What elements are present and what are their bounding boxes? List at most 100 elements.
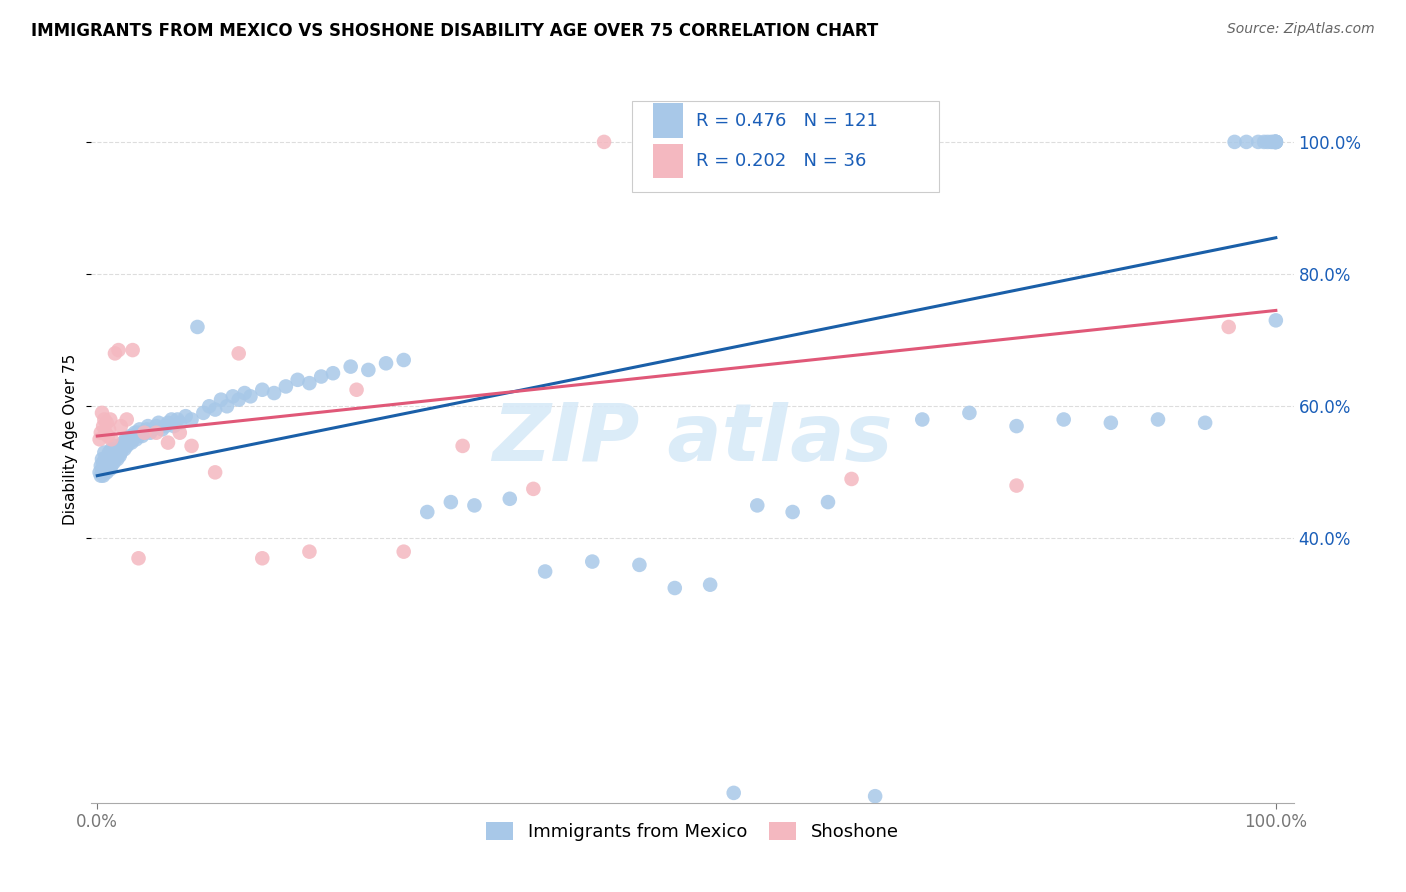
Point [94,425,117,440]
Point [110,419,132,434]
Point [1264,135,1286,149]
Point [1263,135,1285,149]
Point [174,409,197,424]
Point [346,383,368,397]
Point [112,442,135,457]
Point [128,422,150,436]
Point [97,449,120,463]
Point [180,412,202,426]
Point [758,135,780,149]
FancyBboxPatch shape [633,102,939,192]
Point [322,366,344,380]
Point [121,343,143,357]
Point [957,406,980,420]
Point [121,432,143,446]
Point [91,419,114,434]
Text: R = 0.202   N = 36: R = 0.202 N = 36 [696,152,866,170]
Point [134,425,156,440]
Point [89,432,111,446]
Point [98,445,121,459]
Point [100,442,122,457]
Bar [652,144,683,178]
Point [104,346,127,360]
Point [298,376,321,391]
Point [1005,419,1028,434]
Point [782,505,804,519]
Point [96,455,118,469]
Point [104,439,127,453]
Point [375,356,398,370]
Point [91,462,114,476]
Point [628,558,651,572]
Point [96,416,118,430]
Point [1147,412,1170,426]
Point [128,551,150,566]
Point [94,452,117,467]
Point [841,472,863,486]
Point [664,581,686,595]
Point [117,432,139,446]
Point [863,789,886,804]
Point [156,416,179,430]
Point [166,412,188,426]
Point [1260,135,1282,149]
Point [111,439,134,453]
Point [98,422,121,436]
Point [90,425,112,440]
Point [107,442,129,457]
Legend: Immigrants from Mexico, Shoshone: Immigrants from Mexico, Shoshone [479,814,905,848]
Point [817,495,839,509]
Point [522,482,544,496]
Point [534,565,557,579]
Point [93,445,115,459]
Point [98,412,121,426]
Point [91,406,114,420]
Point [222,389,245,403]
Point [118,435,141,450]
Point [1264,135,1286,149]
Y-axis label: Disability Age Over 75: Disability Age Over 75 [63,354,79,524]
Point [1247,135,1270,149]
Point [136,419,159,434]
Point [124,425,146,440]
Point [97,429,120,443]
Point [155,419,177,434]
Point [463,499,485,513]
Bar [652,103,683,138]
Point [1099,416,1122,430]
Point [115,412,138,426]
Point [180,439,202,453]
Text: ZIP atIas: ZIP atIas [492,401,893,478]
Point [252,551,274,566]
Text: IMMIGRANTS FROM MEXICO VS SHOSHONE DISABILITY AGE OVER 75 CORRELATION CHART: IMMIGRANTS FROM MEXICO VS SHOSHONE DISAB… [31,22,879,40]
Point [150,422,173,436]
Point [89,466,111,480]
Point [105,452,128,467]
Point [90,458,112,473]
Point [252,383,274,397]
Point [198,399,221,413]
Point [96,466,118,480]
Point [156,435,179,450]
Point [1005,478,1028,492]
Point [145,425,167,440]
Point [128,429,150,443]
Point [90,468,112,483]
Point [339,359,361,374]
Point [204,466,226,480]
Point [129,425,152,440]
Point [98,452,121,467]
Point [1264,135,1286,149]
Point [274,379,297,393]
Point [1264,135,1286,149]
Point [723,786,745,800]
Point [100,458,122,473]
Point [114,432,136,446]
Point [209,392,232,407]
Point [122,429,145,443]
Point [121,435,143,450]
Point [105,445,128,459]
Point [91,455,114,469]
Point [93,458,115,473]
Point [1218,320,1240,334]
